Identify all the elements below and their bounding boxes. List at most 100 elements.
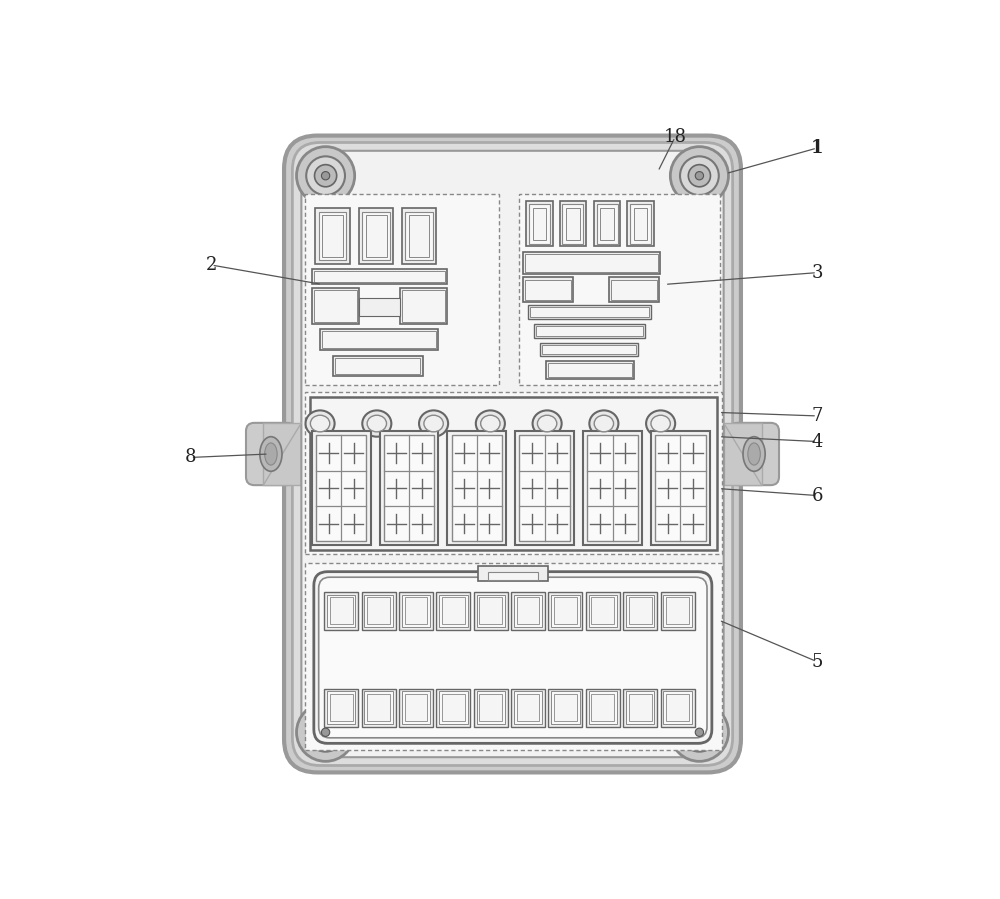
Bar [333,356,423,376]
Bar [405,212,433,260]
Circle shape [297,703,355,761]
Bar [366,215,387,257]
Bar [474,592,508,630]
Bar [312,432,371,546]
Circle shape [306,156,345,195]
Bar [514,691,542,724]
Bar [335,359,420,374]
Ellipse shape [424,415,443,432]
Ellipse shape [594,415,614,432]
Bar [327,691,355,724]
Bar [629,694,652,721]
Ellipse shape [362,410,391,437]
Circle shape [680,713,719,752]
Bar [362,592,396,630]
Bar [586,689,620,726]
FancyBboxPatch shape [314,572,712,743]
Circle shape [321,728,330,736]
Bar [629,597,652,624]
Ellipse shape [743,437,765,471]
Text: 7: 7 [811,407,823,425]
Bar [330,694,353,721]
Ellipse shape [651,415,670,432]
Bar [312,288,359,324]
Bar [402,594,430,628]
Bar [477,691,505,724]
Bar [655,435,706,541]
Bar [452,435,502,541]
Bar [436,689,470,726]
Bar [327,594,355,628]
Text: 18: 18 [664,128,687,146]
Bar [589,594,617,628]
Polygon shape [263,423,301,485]
Bar [586,592,620,630]
Bar [630,204,651,244]
Bar [511,689,545,726]
Bar [587,435,638,541]
Bar [312,269,447,284]
Bar [314,271,445,282]
Bar [436,592,470,630]
Bar [540,343,638,356]
Bar [548,363,632,378]
FancyBboxPatch shape [301,151,724,757]
Bar [551,691,580,724]
Bar [324,592,358,630]
Bar [591,597,614,624]
Bar [442,597,465,624]
Bar [515,432,574,546]
Bar [626,594,654,628]
Bar [534,324,645,338]
Bar [477,594,505,628]
Polygon shape [724,423,762,485]
Circle shape [670,703,728,761]
Bar [320,329,438,350]
Bar [666,597,689,624]
Bar [623,689,657,726]
Bar [488,572,538,580]
Bar [402,209,436,263]
Bar [399,689,433,726]
Bar [530,307,649,317]
Bar [315,209,350,263]
Bar [560,201,586,246]
Bar [380,432,438,546]
Circle shape [688,165,710,187]
Bar [324,689,358,726]
Bar [330,597,353,624]
Bar [523,252,660,274]
Bar [548,689,582,726]
Bar [528,305,651,319]
Bar [305,564,722,751]
Bar [310,397,717,549]
Text: 6: 6 [811,486,823,504]
Bar [474,689,508,726]
Ellipse shape [260,437,282,471]
Bar [546,361,634,379]
Bar [566,208,580,240]
Bar [405,597,427,624]
Bar [611,280,657,299]
Bar [364,594,393,628]
Bar [634,208,647,240]
Bar [305,194,499,385]
Ellipse shape [646,410,675,437]
Text: 8: 8 [185,449,196,467]
Bar [478,566,548,582]
Bar [554,597,577,624]
Ellipse shape [533,410,562,437]
Text: 3: 3 [811,263,823,281]
Circle shape [297,147,355,205]
Bar [548,592,582,630]
Bar [663,691,692,724]
Bar [523,278,573,302]
Bar [479,694,502,721]
Bar [400,288,447,324]
Bar [562,204,583,244]
Bar [609,278,659,302]
Ellipse shape [367,415,387,432]
Bar [399,592,433,630]
Ellipse shape [476,410,505,437]
Circle shape [670,147,728,205]
